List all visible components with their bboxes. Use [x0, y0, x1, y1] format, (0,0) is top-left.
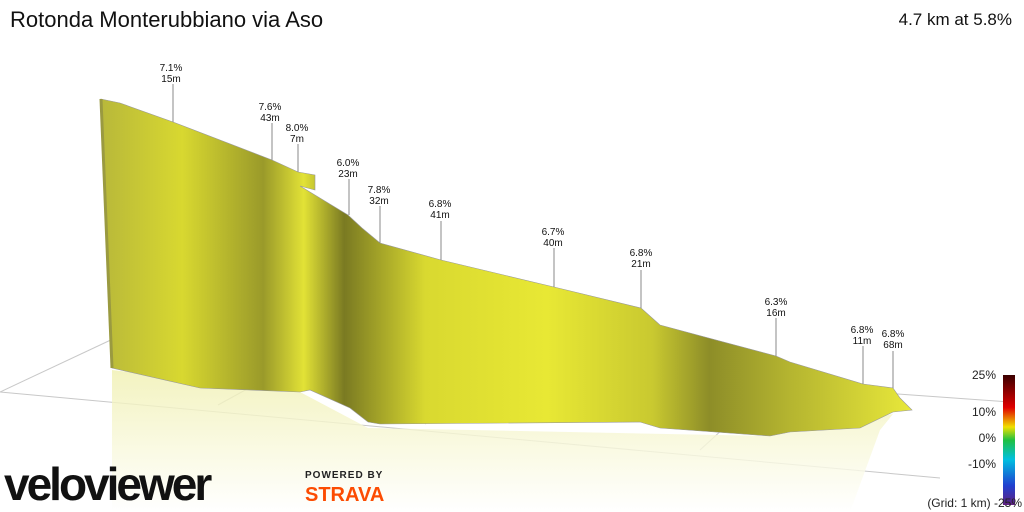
annotation-grade: 6.0%	[337, 158, 360, 169]
annotation-length: 16m	[766, 308, 785, 319]
annotation-grade: 6.8%	[630, 248, 653, 259]
annotation-grade: 6.8%	[429, 199, 452, 210]
title: Rotonda Monterubbiano via Aso	[10, 7, 323, 32]
annotation-length: 11m	[853, 336, 872, 347]
annotation-grade: 7.1%	[160, 63, 183, 74]
annotation-grade: 7.6%	[259, 102, 282, 113]
reflection	[112, 370, 893, 512]
scale-label: 0%	[979, 431, 997, 445]
powered-by: POWERED BY	[305, 470, 383, 481]
annotation-length: 15m	[161, 74, 180, 85]
leader-lines	[172, 84, 894, 388]
annotation-length: 40m	[543, 238, 562, 249]
annotation-length: 41m	[430, 210, 449, 221]
annotation-grade: 6.8%	[851, 325, 874, 336]
profile-face	[100, 98, 913, 437]
logo: veloviewer	[4, 458, 212, 510]
annotation-grade: 8.0%	[286, 123, 309, 134]
annotation-length: 7m	[290, 134, 304, 145]
scale-label: 10%	[972, 405, 996, 419]
annotation-length: 43m	[260, 113, 279, 124]
annotation-length: 32m	[369, 196, 388, 207]
annotation-length: 21m	[631, 259, 650, 270]
annotation-grade: 6.8%	[882, 329, 905, 340]
profile-edge	[99, 98, 114, 369]
annotation-length: 23m	[338, 169, 357, 180]
annotation-grade: 7.8%	[368, 185, 391, 196]
strava-logo: STRAVA	[305, 484, 384, 506]
annotation-length: 68m	[883, 340, 902, 351]
scale-footer: (Grid: 1 km) -25%	[927, 496, 1022, 510]
summary: 4.7 km at 5.8%	[899, 10, 1012, 29]
annotation-grade: 6.3%	[765, 297, 788, 308]
scale-label: -10%	[968, 457, 996, 471]
scale-label: 25%	[972, 368, 996, 382]
color-scale	[1003, 375, 1015, 505]
annotation-grade: 6.7%	[542, 227, 565, 238]
